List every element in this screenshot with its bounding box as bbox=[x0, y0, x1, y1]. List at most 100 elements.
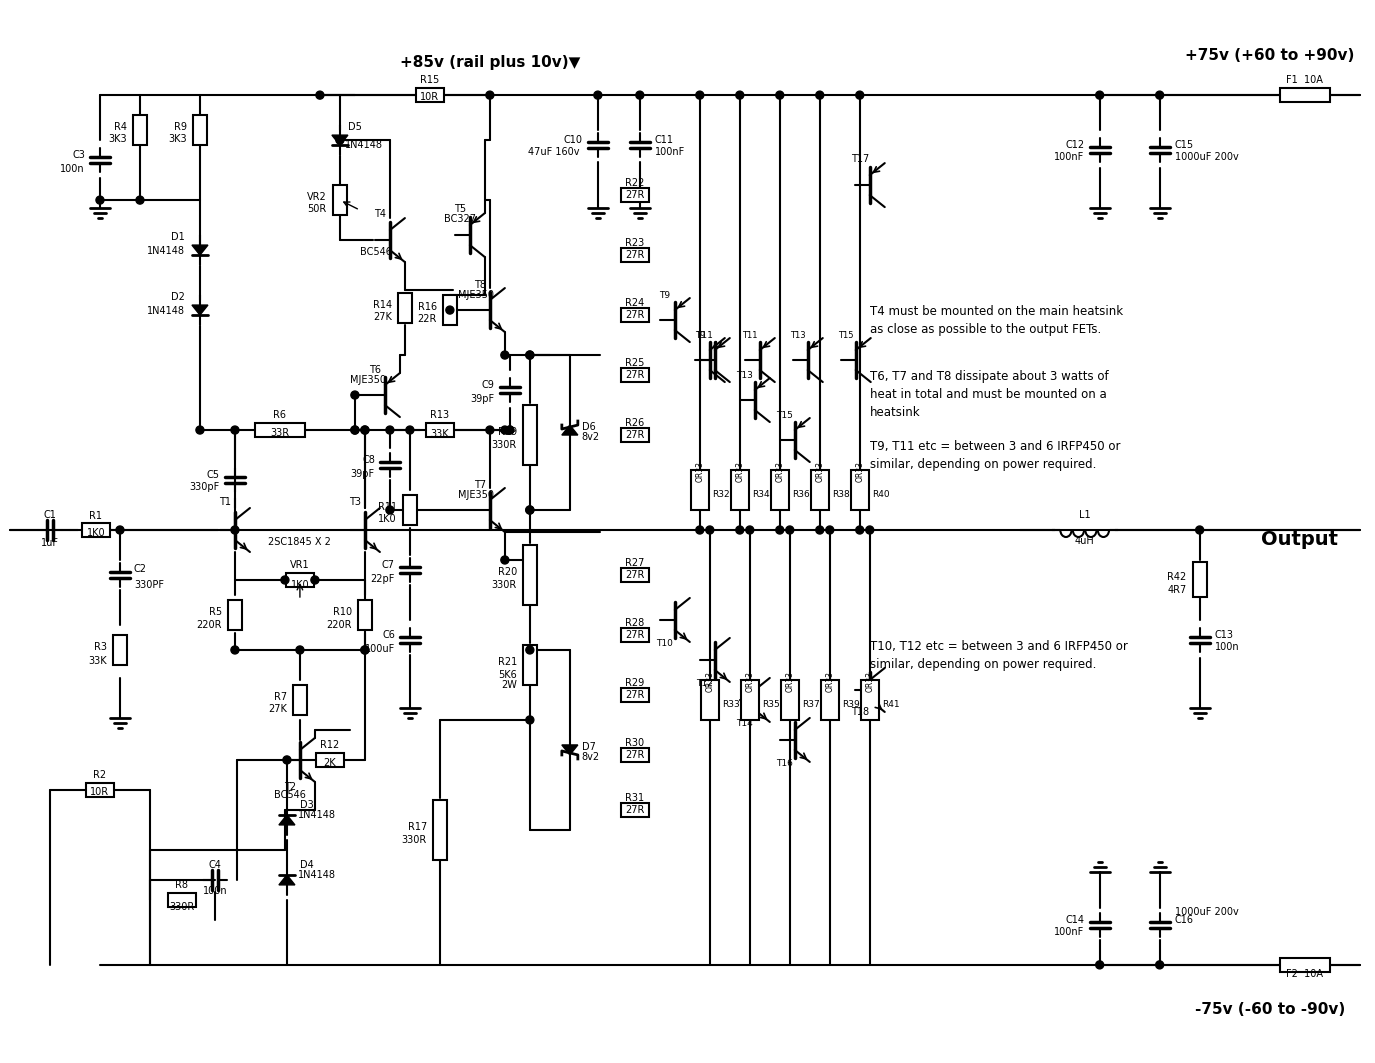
Text: 100uF: 100uF bbox=[364, 644, 395, 654]
Bar bbox=[622, 803, 649, 817]
Bar bbox=[293, 685, 307, 715]
Bar bbox=[286, 573, 314, 587]
Text: MJE350: MJE350 bbox=[458, 290, 494, 300]
Text: OR33: OR33 bbox=[825, 671, 835, 692]
Bar bbox=[1280, 88, 1330, 102]
Text: 27R: 27R bbox=[626, 370, 645, 381]
Text: OR33: OR33 bbox=[855, 461, 865, 482]
Text: 1K0: 1K0 bbox=[87, 528, 106, 538]
Text: 27R: 27R bbox=[626, 749, 645, 760]
Text: T12: T12 bbox=[696, 679, 714, 688]
Text: R30: R30 bbox=[626, 738, 645, 748]
Text: R36: R36 bbox=[792, 490, 810, 499]
Text: T18: T18 bbox=[851, 707, 869, 716]
Text: R35: R35 bbox=[762, 699, 780, 709]
Circle shape bbox=[500, 556, 509, 564]
Bar bbox=[622, 428, 649, 442]
Bar bbox=[851, 470, 869, 510]
Circle shape bbox=[351, 426, 359, 434]
Text: R40: R40 bbox=[872, 490, 890, 499]
Text: D3: D3 bbox=[300, 800, 314, 810]
Text: C11: C11 bbox=[654, 135, 674, 146]
Circle shape bbox=[360, 426, 368, 434]
Text: 33K: 33K bbox=[88, 656, 107, 665]
Text: T15: T15 bbox=[837, 331, 854, 340]
Circle shape bbox=[485, 91, 494, 99]
Text: D7: D7 bbox=[582, 742, 595, 752]
Circle shape bbox=[1196, 526, 1203, 534]
Circle shape bbox=[736, 526, 744, 534]
Text: 27R: 27R bbox=[626, 250, 645, 260]
Circle shape bbox=[231, 526, 239, 534]
Bar bbox=[415, 88, 444, 102]
Polygon shape bbox=[562, 425, 578, 435]
Bar bbox=[133, 115, 147, 146]
Circle shape bbox=[696, 526, 704, 534]
Text: D2: D2 bbox=[170, 292, 186, 302]
Text: R14: R14 bbox=[373, 300, 392, 310]
Bar bbox=[168, 893, 197, 907]
Text: OR33: OR33 bbox=[736, 461, 744, 482]
Text: 47uF 160v: 47uF 160v bbox=[528, 147, 580, 157]
Text: T8: T8 bbox=[474, 280, 485, 290]
Circle shape bbox=[775, 526, 784, 534]
Text: 220R: 220R bbox=[326, 620, 352, 630]
Text: 2W: 2W bbox=[500, 680, 517, 690]
Text: T13: T13 bbox=[737, 371, 754, 381]
Text: R25: R25 bbox=[626, 358, 645, 368]
Text: 3K3: 3K3 bbox=[109, 134, 126, 145]
Text: D4: D4 bbox=[300, 860, 314, 870]
Text: 100nF: 100nF bbox=[654, 147, 685, 157]
Text: T11: T11 bbox=[742, 331, 758, 340]
Text: C2: C2 bbox=[133, 564, 147, 574]
Text: Output: Output bbox=[1261, 530, 1338, 550]
Circle shape bbox=[197, 426, 203, 434]
Text: R41: R41 bbox=[881, 699, 899, 709]
Text: T10: T10 bbox=[656, 639, 674, 648]
Circle shape bbox=[1096, 91, 1104, 99]
Text: 330R: 330R bbox=[402, 834, 426, 845]
Text: R5: R5 bbox=[209, 607, 221, 617]
Text: 50R: 50R bbox=[308, 204, 327, 214]
Text: C16: C16 bbox=[1174, 915, 1194, 925]
Text: 330R: 330R bbox=[492, 440, 517, 450]
Circle shape bbox=[485, 426, 494, 434]
Bar bbox=[730, 470, 749, 510]
Text: 27R: 27R bbox=[626, 310, 645, 320]
Text: +85v (rail plus 10v)▼: +85v (rail plus 10v)▼ bbox=[400, 54, 580, 70]
Text: T6, T7 and T8 dissipate about 3 watts of
heat in total and must be mounted on a
: T6, T7 and T8 dissipate about 3 watts of… bbox=[870, 370, 1108, 419]
Text: 4uH: 4uH bbox=[1075, 536, 1094, 546]
Text: 8v2: 8v2 bbox=[582, 432, 600, 442]
Bar bbox=[254, 423, 305, 437]
Text: 330PF: 330PF bbox=[133, 580, 164, 590]
Bar bbox=[622, 748, 649, 762]
Circle shape bbox=[594, 91, 602, 99]
Text: T14: T14 bbox=[737, 719, 754, 728]
Text: C10: C10 bbox=[564, 135, 583, 146]
Text: L1: L1 bbox=[1079, 510, 1090, 520]
Text: 27R: 27R bbox=[626, 431, 645, 440]
Text: C4: C4 bbox=[209, 860, 221, 870]
Text: R21: R21 bbox=[498, 657, 517, 667]
Bar bbox=[811, 470, 829, 510]
Bar bbox=[622, 628, 649, 642]
Text: 22pF: 22pF bbox=[370, 574, 395, 584]
Circle shape bbox=[815, 91, 824, 99]
Text: R6: R6 bbox=[274, 410, 286, 420]
Text: 220R: 220R bbox=[197, 620, 221, 630]
Bar bbox=[403, 495, 417, 525]
Circle shape bbox=[316, 91, 324, 99]
Text: R8: R8 bbox=[176, 880, 188, 890]
Text: 3K3: 3K3 bbox=[168, 134, 187, 145]
Text: 39pF: 39pF bbox=[470, 394, 495, 404]
Text: 100nF: 100nF bbox=[1055, 927, 1085, 937]
Text: 22R: 22R bbox=[418, 314, 437, 324]
Bar bbox=[741, 680, 759, 720]
Text: 27R: 27R bbox=[626, 690, 645, 699]
Circle shape bbox=[336, 136, 344, 145]
Text: D5: D5 bbox=[348, 122, 362, 132]
Text: R12: R12 bbox=[320, 740, 340, 749]
Text: VR1: VR1 bbox=[290, 560, 309, 570]
Text: R28: R28 bbox=[626, 618, 645, 628]
Circle shape bbox=[280, 576, 289, 584]
